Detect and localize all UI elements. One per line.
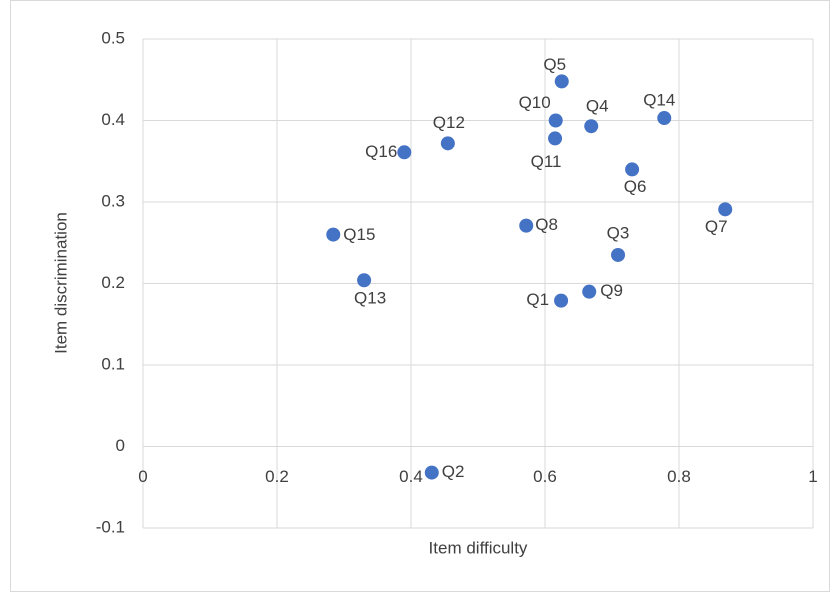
point-label: Q4 [586,97,609,116]
point-label: Q12 [433,113,465,132]
point-label: Q7 [705,217,728,236]
point [548,113,563,128]
point-label: Q6 [624,177,647,196]
point [548,131,563,146]
y-tick-label: 0.2 [101,273,125,292]
x-tick-label: 1 [808,467,817,486]
point [718,202,733,217]
chart-border [10,0,830,592]
x-tick-label: 0.6 [533,467,557,486]
point-label: Q10 [519,93,551,112]
point [554,74,569,89]
point [582,284,597,299]
point-label: Q14 [643,91,675,110]
point [397,145,412,160]
point-label: Q13 [354,289,386,308]
x-tick-label: 0.4 [399,467,423,486]
y-tick-label: 0.5 [101,28,125,47]
x-tick-label: 0.8 [667,467,691,486]
x-tick-label: 0 [138,467,147,486]
point [554,293,569,308]
point [611,247,626,262]
point-label: Q9 [600,281,623,300]
point-label: Q3 [607,223,630,242]
y-tick-label: -0.1 [96,517,125,536]
y-tick-label: 0.1 [101,354,125,373]
point [440,136,455,151]
y-tick-label: 0 [116,436,125,455]
point-label: Q11 [531,152,562,171]
point-label: Q15 [343,225,375,244]
point-label: Q5 [543,55,566,74]
y-tick-label: 0.3 [101,191,125,210]
y-tick-label: 0.4 [101,110,125,129]
point [357,273,372,288]
point-label: Q1 [526,290,549,309]
point [657,111,672,126]
point [625,162,640,177]
y-axis-label: Item discrimination [51,212,70,354]
x-tick-label: 0.2 [265,467,289,486]
point [584,119,599,134]
point [519,218,534,233]
point-label: Q16 [365,142,397,161]
point-label: Q2 [442,462,465,481]
point-label: Q8 [535,215,558,234]
x-axis-label: Item difficulty [429,538,528,557]
point [326,227,341,242]
point [424,465,439,480]
